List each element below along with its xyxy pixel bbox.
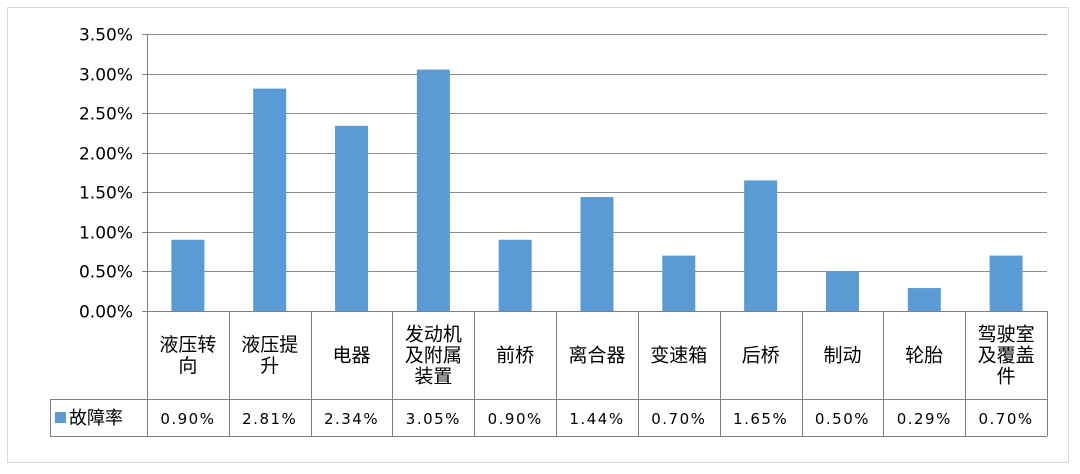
bar: [744, 180, 778, 311]
data-table-value: 0.70%: [651, 410, 706, 428]
bar: [825, 271, 859, 311]
bar: [416, 69, 450, 311]
data-table-value: 1.44%: [569, 410, 624, 428]
x-category-label: 轮胎: [905, 345, 943, 367]
chart-area-border: [7, 7, 1069, 463]
x-category-label: 后桥: [742, 345, 780, 367]
x-category-label: 变速箱: [650, 345, 707, 367]
data-table-value: 2.34%: [324, 410, 379, 428]
x-category-label: 发动机: [405, 324, 462, 346]
x-category-label: 向: [178, 355, 197, 377]
bar: [907, 288, 941, 311]
data-table-value: 0.50%: [815, 410, 870, 428]
bar: [989, 255, 1023, 311]
bar: [335, 125, 369, 311]
data-table-value: 0.29%: [897, 410, 952, 428]
data-table-value: 1.65%: [733, 410, 788, 428]
x-category-label: 及附属: [405, 345, 462, 367]
legend-label: 故障率: [69, 408, 123, 429]
x-category-label: 及覆盖: [978, 345, 1035, 367]
data-table-value: 3.05%: [406, 410, 461, 428]
y-tick-label: 1.50%: [79, 184, 133, 204]
x-category-label: 前桥: [496, 345, 534, 367]
x-category-label: 装置: [414, 366, 452, 388]
y-tick-label: 2.50%: [79, 105, 133, 125]
x-category-label: 电器: [333, 345, 371, 367]
y-tick-label: 0.00%: [79, 303, 133, 323]
x-category-label: 离合器: [568, 345, 625, 367]
x-category-label: 升: [260, 355, 279, 377]
y-tick-label: 0.50%: [79, 263, 133, 283]
bar: [662, 255, 696, 311]
y-tick-label: 2.00%: [79, 145, 133, 165]
y-tick-label: 3.00%: [79, 66, 133, 86]
x-category-label: 液压转: [159, 334, 216, 356]
x-category-label: 件: [997, 366, 1016, 388]
bar: [253, 88, 287, 311]
x-category-label: 驾驶室: [978, 324, 1035, 346]
bar: [498, 239, 532, 311]
x-category-label: 液压提: [241, 334, 298, 356]
y-tick-label: 3.50%: [79, 26, 133, 46]
data-table-value: 0.90%: [488, 410, 543, 428]
data-table-value: 0.90%: [160, 410, 215, 428]
data-table-value: 2.81%: [242, 410, 297, 428]
y-tick-label: 1.00%: [79, 224, 133, 244]
bar: [580, 197, 614, 311]
data-table-value: 0.70%: [979, 410, 1034, 428]
legend-key: [55, 412, 66, 423]
x-category-label: 制动: [823, 345, 861, 367]
bar: [171, 239, 205, 311]
